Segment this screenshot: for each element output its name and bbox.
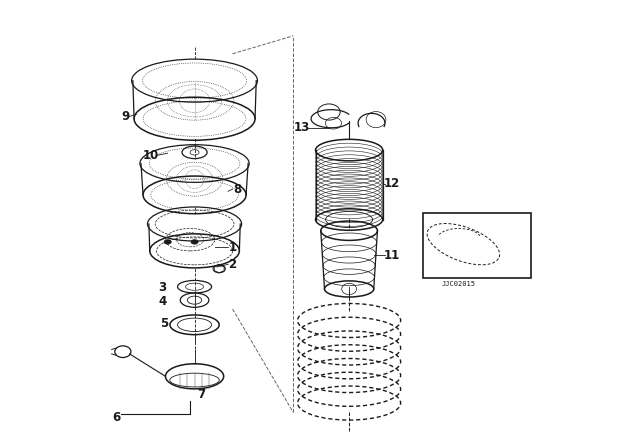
Text: 8: 8 [233, 182, 241, 196]
Text: 7: 7 [197, 388, 205, 401]
Text: 6: 6 [112, 411, 120, 424]
Bar [423, 213, 531, 278]
Text: JJC02015: JJC02015 [442, 281, 476, 287]
Text: 1: 1 [228, 241, 237, 254]
Text: 4: 4 [158, 294, 166, 308]
Text: 11: 11 [383, 249, 400, 262]
Ellipse shape [191, 240, 198, 244]
Text: 3: 3 [158, 281, 166, 294]
Text: 10: 10 [143, 149, 159, 162]
Text: 9: 9 [121, 110, 129, 123]
Text: 5: 5 [161, 317, 169, 330]
Text: 2: 2 [228, 258, 237, 271]
Ellipse shape [164, 240, 172, 244]
Text: 12: 12 [383, 177, 400, 190]
Text: 13: 13 [294, 121, 310, 134]
